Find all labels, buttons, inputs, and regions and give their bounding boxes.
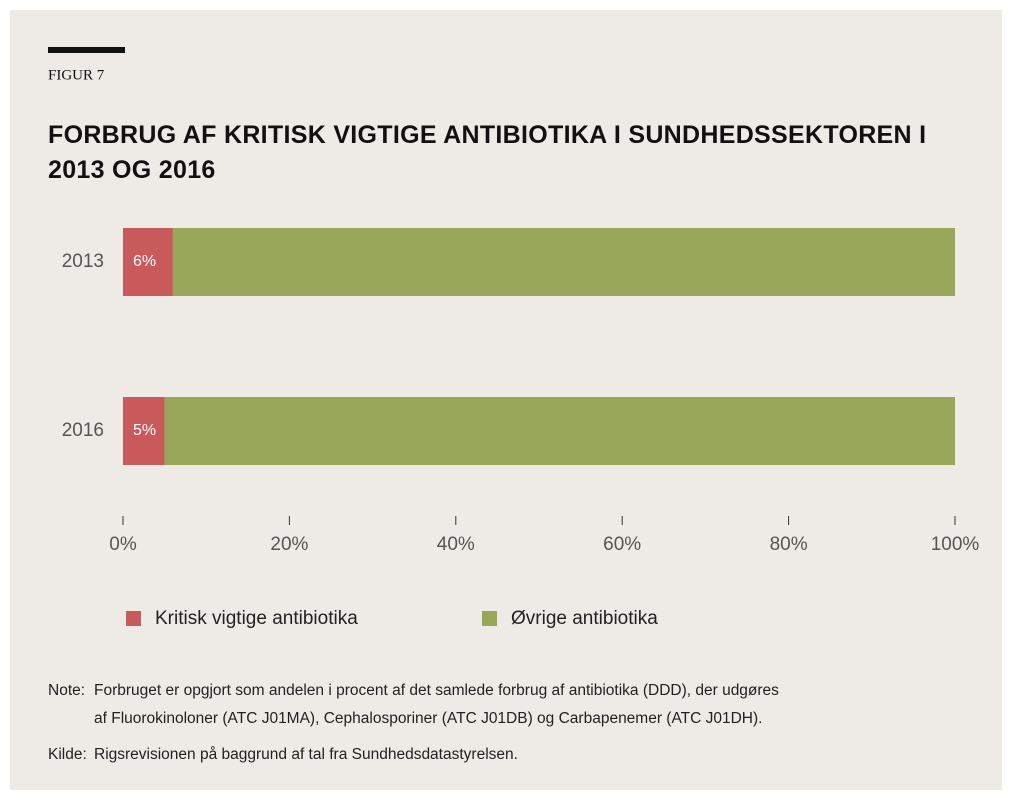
legend-label: Kritisk vigtige antibiotika [155,608,358,629]
x-tick-label: 80% [770,534,808,555]
legend-label: Øvrige antibiotika [511,608,658,629]
x-tick-label: 0% [109,534,137,555]
bar-segment [123,397,165,465]
note-label: Note: [48,682,85,699]
x-tick-label: 20% [270,534,308,555]
data-label: 5% [133,422,156,439]
note-text: Forbruget er opgjort som andelen i proce… [94,682,779,699]
figure-label: FIGUR 7 [48,67,105,83]
legend-swatch [482,611,497,626]
x-tick-label: 100% [931,534,980,555]
x-tick-label: 60% [603,534,641,555]
source-label: Kilde: [48,746,87,763]
x-tick-label: 40% [437,534,475,555]
note-text: af Fluorokinoloner (ATC J01MA), Cephalos… [94,710,762,727]
label-bar [48,47,125,53]
source-text: Rigsrevisionen på baggrund af tal fra Su… [94,746,518,763]
y-tick-label: 2013 [62,251,104,272]
chart-title: FORBRUG AF KRITISK VIGTIGE ANTIBIOTIKA I… [48,121,927,184]
bar-segment [164,397,956,465]
data-label: 6% [133,253,156,270]
bar-segment [123,228,173,296]
legend-swatch [126,611,141,626]
y-tick-label: 2016 [62,420,104,441]
bar-segment [172,228,956,296]
